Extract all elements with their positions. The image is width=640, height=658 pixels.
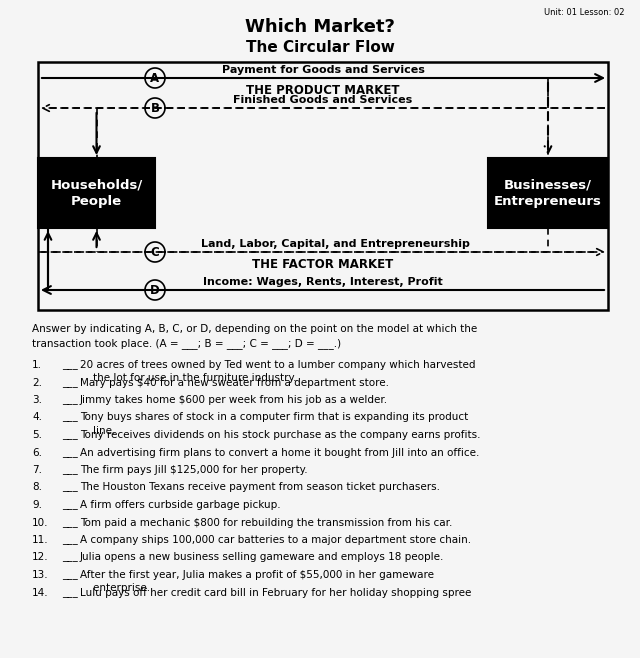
Text: A company ships 100,000 car batteries to a major department store chain.: A company ships 100,000 car batteries to… [80,535,471,545]
Text: Tony receives dividends on his stock purchase as the company earns profits.: Tony receives dividends on his stock pur… [80,430,481,440]
Text: D: D [150,284,160,297]
Text: After the first year, Julia makes a profit of $55,000 in her gameware
    enterp: After the first year, Julia makes a prof… [80,570,434,594]
Text: 12.: 12. [32,553,49,563]
Text: 8.: 8. [32,482,42,492]
Text: Tom paid a mechanic $800 for rebuilding the transmission from his car.: Tom paid a mechanic $800 for rebuilding … [80,517,452,528]
Text: Land, Labor, Capital, and Entrepreneurship: Land, Labor, Capital, and Entrepreneursh… [200,239,469,249]
Text: ___: ___ [62,500,77,510]
Text: 4.: 4. [32,413,42,422]
Text: THE PRODUCT MARKET: THE PRODUCT MARKET [246,84,400,97]
Text: ___: ___ [62,588,77,597]
Text: 2.: 2. [32,378,42,388]
Text: ___: ___ [62,465,77,475]
Text: B: B [150,101,159,114]
Text: C: C [150,245,159,259]
Text: The Houston Texans receive payment from season ticket purchasers.: The Houston Texans receive payment from … [80,482,440,492]
Text: Finished Goods and Services: Finished Goods and Services [234,95,413,105]
Text: 13.: 13. [32,570,49,580]
Text: Lulu pays off her credit card bill in February for her holiday shopping spree: Lulu pays off her credit card bill in Fe… [80,588,472,597]
Text: Households/
People: Households/ People [51,178,143,208]
Text: ___: ___ [62,447,77,457]
Text: Unit: 01 Lesson: 02: Unit: 01 Lesson: 02 [545,8,625,17]
Text: 6.: 6. [32,447,42,457]
Text: The firm pays Jill $125,000 for her property.: The firm pays Jill $125,000 for her prop… [80,465,308,475]
Text: ___: ___ [62,553,77,563]
Text: Jimmy takes home $600 per week from his job as a welder.: Jimmy takes home $600 per week from his … [80,395,388,405]
Text: Mary pays $40 for a new sweater from a department store.: Mary pays $40 for a new sweater from a d… [80,378,389,388]
Text: 11.: 11. [32,535,49,545]
Text: Payment for Goods and Services: Payment for Goods and Services [221,65,424,75]
Text: Tony buys shares of stock in a computer firm that is expanding its product
    l: Tony buys shares of stock in a computer … [80,413,468,436]
Text: ___: ___ [62,413,77,422]
Text: Which Market?: Which Market? [245,18,395,36]
Text: 14.: 14. [32,588,49,597]
Text: 10.: 10. [32,517,49,528]
Text: Businesses/
Entrepreneurs: Businesses/ Entrepreneurs [494,178,602,208]
Text: ___: ___ [62,378,77,388]
Text: ___: ___ [62,430,77,440]
Text: An advertising firm plans to convert a home it bought from Jill into an office.: An advertising firm plans to convert a h… [80,447,479,457]
Text: 5.: 5. [32,430,42,440]
Text: ___: ___ [62,360,77,370]
Text: ___: ___ [62,395,77,405]
Text: Julia opens a new business selling gameware and employs 18 people.: Julia opens a new business selling gamew… [80,553,444,563]
Text: Income: Wages, Rents, Interest, Profit: Income: Wages, Rents, Interest, Profit [203,277,443,287]
Bar [38,62,608,310]
Text: ___: ___ [62,535,77,545]
Text: 20 acres of trees owned by Ted went to a lumber company which harvested
    the : 20 acres of trees owned by Ted went to a… [80,360,476,383]
Text: A: A [150,72,159,84]
Text: THE FACTOR MARKET: THE FACTOR MARKET [252,258,394,271]
Bar [488,158,608,228]
Text: 1.: 1. [32,360,42,370]
Text: ___: ___ [62,570,77,580]
Text: ___: ___ [62,482,77,492]
Text: ___: ___ [62,517,77,528]
Text: Answer by indicating A, B, C, or D, depending on the point on the model at which: Answer by indicating A, B, C, or D, depe… [32,324,477,349]
Text: 7.: 7. [32,465,42,475]
Text: The Circular Flow: The Circular Flow [246,40,394,55]
Text: 9.: 9. [32,500,42,510]
Text: A firm offers curbside garbage pickup.: A firm offers curbside garbage pickup. [80,500,280,510]
Text: 3.: 3. [32,395,42,405]
Bar [38,158,155,228]
